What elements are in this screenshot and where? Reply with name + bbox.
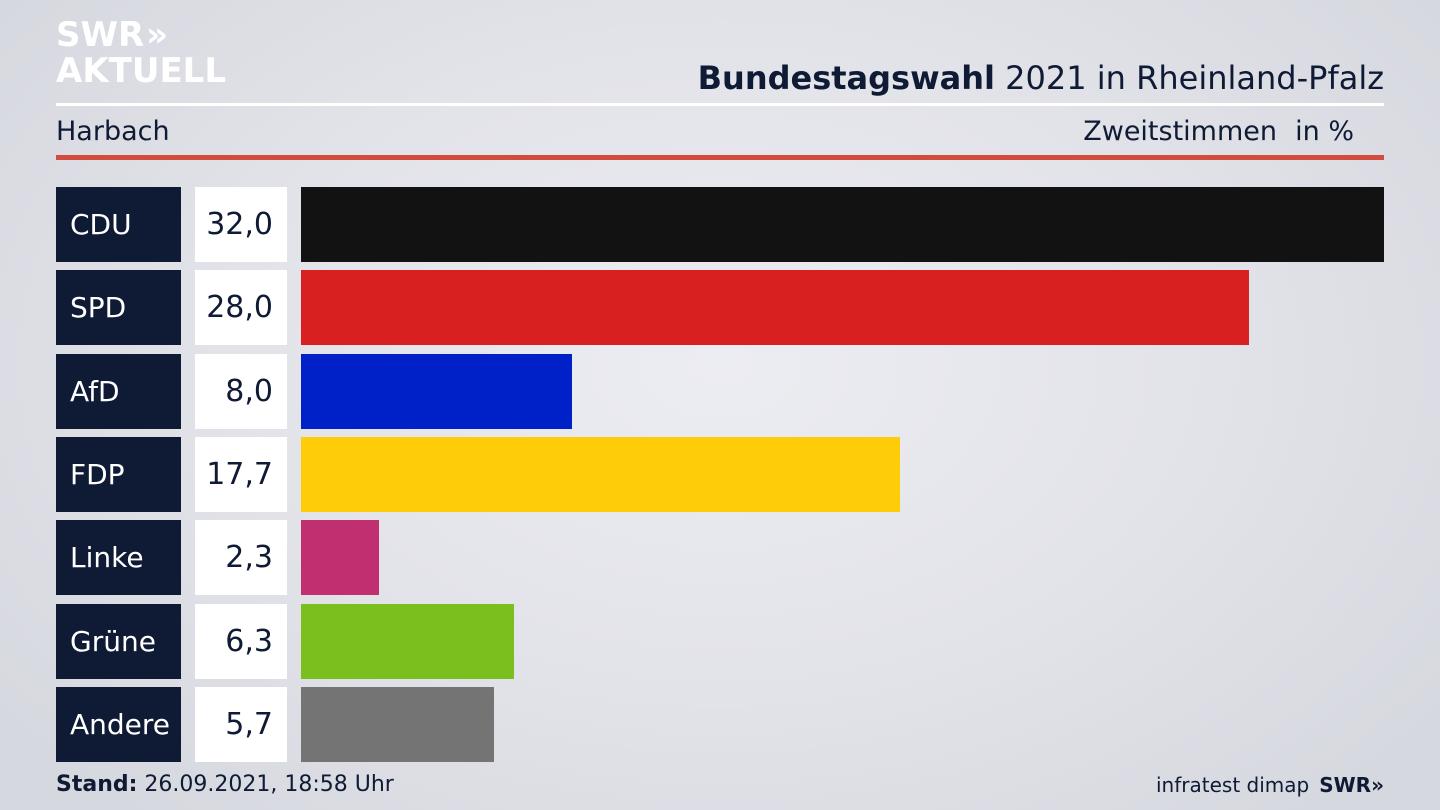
- source-credit: infratest dimap SWR»: [1156, 770, 1384, 800]
- vote-type-label: Zweitstimmen: [1083, 116, 1277, 147]
- bar-row-spd: SPD 28,0: [56, 270, 1384, 346]
- party-label-gruene: Grüne: [56, 603, 181, 679]
- value-label-gruene: 6,3: [195, 603, 287, 679]
- party-label-spd: SPD: [56, 270, 181, 346]
- chart-title-bold: Bundestagswahl: [697, 59, 995, 97]
- party-label-afd: AfD: [56, 353, 181, 429]
- value-label-fdp: 17,7: [195, 436, 287, 512]
- value-label-cdu: 32,0: [195, 187, 287, 262]
- party-label-linke: Linke: [56, 520, 181, 596]
- bar-row-andere: Andere 5,7: [56, 686, 1384, 762]
- bar-andere: [301, 686, 494, 762]
- value-label-spd: 28,0: [195, 270, 287, 346]
- source-name: infratest dimap: [1156, 773, 1310, 797]
- accent-divider: [56, 155, 1384, 160]
- value-label-afd: 8,0: [195, 353, 287, 429]
- bar-row-linke: Linke 2,3: [56, 520, 1384, 596]
- unit-label: in %: [1295, 116, 1354, 147]
- bar-row-fdp: FDP 17,7: [56, 436, 1384, 512]
- bar-spd: [301, 270, 1249, 346]
- bar-linke: [301, 520, 379, 596]
- stand-value: 26.09.2021, 18:58 Uhr: [137, 772, 394, 797]
- logo-aktuell-text: AKTUELL: [56, 51, 227, 91]
- bar-cdu: [301, 187, 1384, 262]
- value-label-andere: 5,7: [195, 686, 287, 762]
- swr-mark-logo: SWR»: [1319, 773, 1384, 797]
- header-divider: [56, 103, 1384, 106]
- swr-aktuell-logo: SWR» AKTUELL: [56, 16, 226, 92]
- party-label-cdu: CDU: [56, 187, 181, 262]
- bar-row-afd: AfD 8,0: [56, 353, 1384, 429]
- party-label-fdp: FDP: [56, 436, 181, 512]
- value-label-linke: 2,3: [195, 520, 287, 596]
- party-label-andere: Andere: [56, 686, 181, 762]
- bar-row-gruene: Grüne 6,3: [56, 603, 1384, 679]
- timestamp: Stand: 26.09.2021, 18:58 Uhr: [56, 770, 394, 800]
- logo-swr-text: SWR: [56, 15, 145, 55]
- region-name: Harbach: [56, 116, 170, 147]
- bar-gruene: [301, 603, 515, 679]
- stand-label: Stand:: [56, 772, 138, 797]
- bar-afd: [301, 353, 572, 429]
- chart-title: Bundestagswahl 2021 in Rheinland-Pfalz: [698, 56, 1384, 100]
- chart-title-rest: 2021 in Rheinland-Pfalz: [995, 59, 1384, 97]
- bar-fdp: [301, 436, 901, 512]
- bar-row-cdu: CDU 32,0: [56, 187, 1384, 262]
- logo-chevrons-icon: »: [146, 15, 168, 55]
